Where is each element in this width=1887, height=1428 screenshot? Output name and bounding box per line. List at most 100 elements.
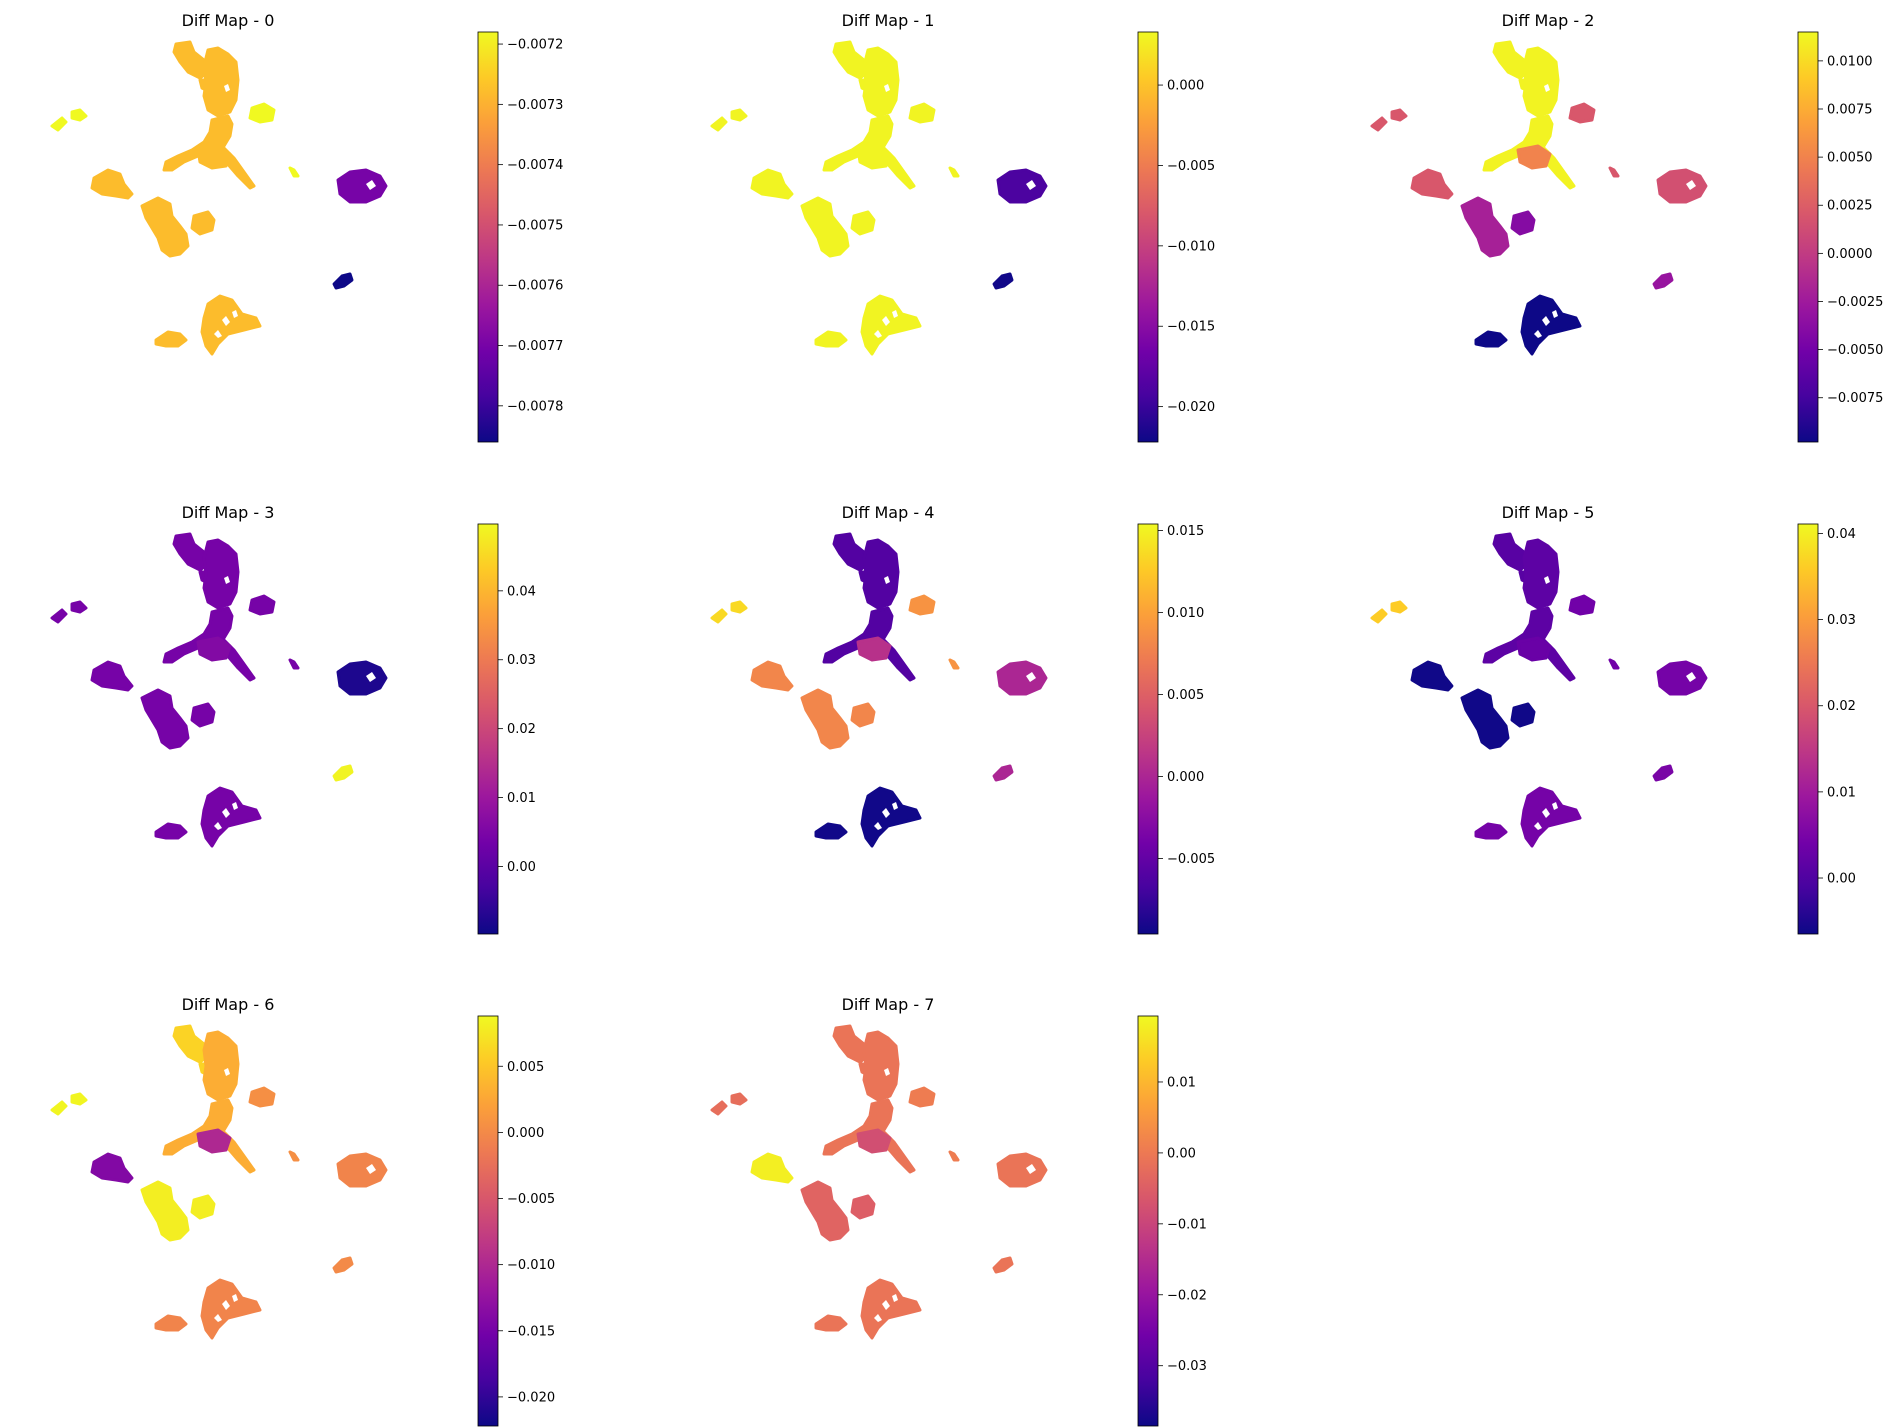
colorbar-tick-label: −0.010	[1167, 239, 1215, 254]
cluster-f	[140, 196, 190, 258]
panel-3: Diff Map - 3 0.04 0.03 0.02 0.01 0.00	[50, 503, 536, 935]
cluster-b	[50, 1092, 88, 1116]
embedding-gap	[1026, 180, 1036, 190]
embedding-scatter	[50, 40, 388, 356]
embedding-gap	[1026, 672, 1036, 682]
colorbar: 0.01 0.00 −0.01 −0.02 −0.03	[1137, 1015, 1207, 1427]
panel-title: Diff Map - 5	[1502, 503, 1595, 522]
embedding-gap	[214, 822, 222, 830]
embedding-gap	[882, 1300, 890, 1310]
colorbar-tick-label: −0.0050	[1827, 343, 1883, 358]
cluster-g	[850, 210, 876, 236]
colorbar-tick-label: 0.000	[1167, 770, 1204, 785]
cluster-k	[200, 1278, 262, 1340]
panel-6: Diff Map - 6 0.005 0.000 −0.005 −0.010 −0.015…	[50, 995, 555, 1427]
cluster-c-arm	[162, 1098, 234, 1156]
cluster-h-dot	[288, 166, 300, 178]
cluster-h	[908, 594, 936, 616]
cluster-g	[1510, 210, 1536, 236]
cluster-i	[1656, 168, 1708, 204]
embedding-gap	[224, 576, 230, 584]
colorbar-tick-label: −0.0025	[1827, 295, 1883, 310]
colorbar-tick-label: −0.0077	[507, 339, 563, 354]
cluster-d	[856, 636, 892, 662]
embedding-gap	[366, 1164, 376, 1174]
cluster-a	[1492, 40, 1530, 80]
cluster-c	[202, 1030, 240, 1102]
cluster-c-arm	[1482, 114, 1554, 172]
cluster-h-dot	[1608, 166, 1620, 178]
cluster-e	[90, 168, 134, 200]
colorbar-tick-label: 0.00	[507, 860, 536, 875]
panel-4: Diff Map - 4 0.015 0.010 0.005 0.000 −0.005	[710, 503, 1215, 935]
cluster-c	[202, 46, 240, 118]
colorbar-tick-label: −0.0076	[507, 279, 563, 294]
cluster-l	[154, 330, 188, 348]
colorbar-tick-label: 0.04	[1827, 527, 1856, 542]
cluster-h-dot	[1608, 658, 1620, 670]
cluster-c	[202, 538, 240, 610]
cluster-d	[196, 144, 232, 170]
cluster-b	[50, 600, 88, 624]
colorbar-tick-label: −0.0072	[507, 38, 563, 53]
cluster-c-arm	[162, 114, 234, 172]
cluster-l	[1474, 822, 1508, 840]
cluster-e	[1410, 168, 1454, 200]
cluster-i	[996, 660, 1048, 696]
colorbar-tick-label: −0.020	[507, 1390, 555, 1405]
cluster-b	[710, 1092, 748, 1116]
colorbar-tick-label: −0.02	[1167, 1288, 1207, 1303]
embedding-gap	[884, 1068, 890, 1076]
cluster-d	[1516, 144, 1552, 170]
cluster-i	[336, 660, 388, 696]
embedding-scatter	[1370, 532, 1708, 848]
colorbar-tick-label: 0.01	[507, 791, 536, 806]
colorbar-gradient	[1137, 31, 1159, 443]
cluster-f	[800, 688, 850, 750]
colorbar-tick-label: 0.01	[1827, 785, 1856, 800]
cluster-c	[862, 1030, 900, 1102]
embedding-gap	[214, 330, 222, 338]
cluster-c-arm	[162, 606, 234, 664]
cluster-f	[800, 1180, 850, 1242]
colorbar-tick-label: 0.0025	[1827, 199, 1873, 214]
embedding-gap	[1534, 822, 1542, 830]
colorbar-tick-label: 0.0100	[1827, 54, 1873, 69]
cluster-l	[1474, 330, 1508, 348]
cluster-k	[200, 786, 262, 848]
panel-title: Diff Map - 1	[842, 11, 935, 30]
cluster-j	[992, 1256, 1014, 1274]
colorbar-gradient	[1137, 523, 1159, 935]
panel-2: Diff Map - 2 0.0100 0.0075 0.0050 0.0025 0.00…	[1370, 11, 1883, 443]
cluster-e	[750, 168, 794, 200]
embedding-scatter	[710, 1024, 1048, 1340]
embedding-gap	[1542, 808, 1550, 818]
embedding-gap	[1534, 330, 1542, 338]
cluster-i	[996, 1152, 1048, 1188]
cluster-a	[172, 532, 210, 572]
colorbar-gradient	[477, 31, 499, 443]
colorbar-tick-label: 0.000	[1167, 79, 1204, 94]
embedding-gap	[892, 802, 898, 810]
colorbar-tick-label: 0.0075	[1827, 102, 1873, 117]
panel-title: Diff Map - 6	[182, 995, 275, 1014]
cluster-h	[248, 594, 276, 616]
colorbar-tick-label: 0.000	[507, 1126, 544, 1141]
panel-title: Diff Map - 2	[1502, 11, 1595, 30]
cluster-i	[336, 168, 388, 204]
cluster-k	[860, 1278, 922, 1340]
cluster-f	[1460, 688, 1510, 750]
embedding-gap	[1686, 672, 1696, 682]
cluster-g	[190, 702, 216, 728]
cluster-k	[1520, 786, 1582, 848]
embedding-scatter	[710, 40, 1048, 356]
cluster-h	[248, 1086, 276, 1108]
embedding-gap	[882, 808, 890, 818]
cluster-c-arm	[1482, 606, 1554, 664]
cluster-d	[1516, 636, 1552, 662]
cluster-g	[1510, 702, 1536, 728]
cluster-b	[1370, 108, 1408, 132]
panel-5: Diff Map - 5 0.04 0.03 0.02 0.01 0.00	[1370, 503, 1856, 935]
embedding-gap	[884, 576, 890, 584]
colorbar: 0.015 0.010 0.005 0.000 −0.005	[1137, 523, 1215, 935]
